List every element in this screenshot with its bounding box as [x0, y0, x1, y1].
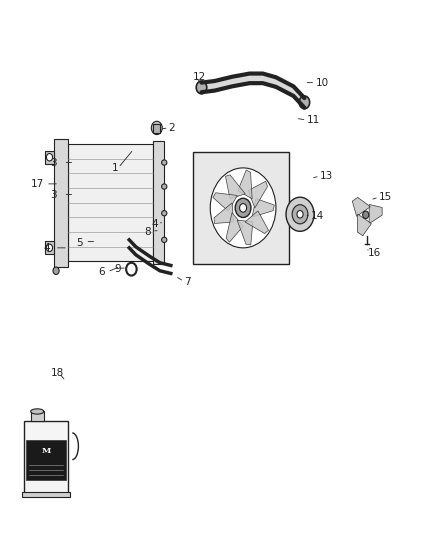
Bar	[193, 152, 289, 264]
Text: 17: 17	[31, 179, 44, 189]
Text: 4: 4	[151, 219, 158, 229]
Circle shape	[240, 204, 247, 212]
Polygon shape	[357, 214, 371, 236]
Text: 7: 7	[184, 278, 191, 287]
Ellipse shape	[162, 237, 167, 243]
Bar	[24, 421, 68, 493]
Circle shape	[235, 198, 251, 217]
Bar	[45, 151, 54, 164]
Polygon shape	[214, 203, 233, 223]
Text: 3: 3	[50, 190, 57, 199]
Bar	[26, 440, 66, 480]
Polygon shape	[226, 175, 245, 199]
Circle shape	[126, 263, 137, 276]
Ellipse shape	[162, 160, 167, 165]
Text: M: M	[41, 447, 51, 455]
Polygon shape	[245, 211, 268, 233]
Bar	[153, 141, 164, 264]
Polygon shape	[369, 205, 382, 224]
Text: 15: 15	[379, 192, 392, 202]
Text: 12: 12	[193, 72, 206, 82]
Text: 5: 5	[77, 238, 83, 247]
Bar	[54, 139, 68, 266]
Text: 9: 9	[114, 264, 120, 274]
Text: 3: 3	[50, 158, 57, 167]
Circle shape	[210, 168, 276, 248]
Polygon shape	[237, 220, 253, 245]
Text: 6: 6	[99, 267, 105, 277]
Text: 16: 16	[368, 248, 381, 258]
Circle shape	[286, 197, 314, 231]
Polygon shape	[226, 213, 243, 242]
Circle shape	[46, 154, 53, 161]
Circle shape	[46, 244, 53, 252]
Ellipse shape	[31, 409, 44, 414]
Circle shape	[292, 205, 308, 224]
Text: 14: 14	[311, 211, 324, 221]
Text: 4: 4	[44, 243, 50, 253]
Bar	[31, 411, 44, 421]
Text: 18: 18	[50, 368, 64, 378]
Polygon shape	[238, 170, 252, 199]
Polygon shape	[352, 197, 370, 216]
Circle shape	[297, 211, 303, 218]
Text: 10: 10	[315, 78, 328, 87]
Text: 1: 1	[112, 163, 118, 173]
Circle shape	[363, 211, 369, 219]
Circle shape	[299, 96, 310, 109]
Polygon shape	[252, 199, 274, 217]
Bar	[45, 241, 54, 254]
Ellipse shape	[152, 122, 162, 135]
Bar	[153, 124, 160, 133]
Text: 8: 8	[145, 227, 151, 237]
Circle shape	[196, 81, 207, 94]
Bar	[68, 144, 153, 261]
Bar	[22, 492, 70, 497]
Polygon shape	[213, 193, 237, 211]
Ellipse shape	[162, 211, 167, 216]
Text: 11: 11	[307, 115, 320, 125]
Polygon shape	[248, 181, 268, 208]
Circle shape	[53, 267, 59, 274]
Ellipse shape	[162, 184, 167, 189]
Text: 13: 13	[320, 171, 333, 181]
Text: 2: 2	[169, 123, 175, 133]
